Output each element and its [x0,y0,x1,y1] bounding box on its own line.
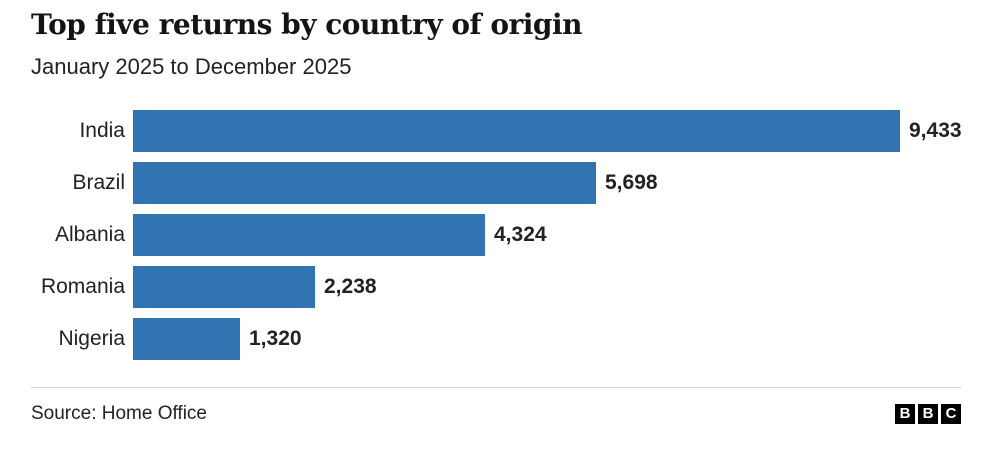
bar [133,318,240,360]
bar [133,214,485,256]
chart-subtitle: January 2025 to December 2025 [31,54,352,79]
bbc-logo-block: C [941,404,961,424]
bar-value-label: 2,238 [324,275,377,298]
bar-row: Brazil 5,698 [31,162,961,204]
bar [133,266,315,308]
bar-chart: India 9,433 Brazil 5,698 Albania 4,324 Romania… [31,110,962,360]
chart-title: Top five returns by country of origin [31,8,582,41]
bbc-logo-block: B [895,404,915,424]
bar-category-label: Romania [40,275,125,298]
source-caption: Source: Home Office [31,403,208,424]
bar-value-label: 9,433 [909,119,962,142]
bbc-logo-block: B [918,404,938,424]
bar-category-label: Brazil [72,171,125,194]
bar-value-label: 1,320 [249,327,302,350]
bar-category-label: Nigeria [58,327,125,350]
bar-value-label: 4,324 [494,223,547,246]
bar-value-label: 5,698 [605,171,658,194]
bar-row: Nigeria 1,320 [31,318,961,360]
bar-category-label: India [79,119,125,142]
bar-category-label: Albania [54,223,125,246]
bar-row: India 9,433 [31,110,962,152]
bar [133,110,900,152]
bar-row: Romania 2,238 [31,266,961,308]
bar [133,162,596,204]
bar-row: Albania 4,324 [31,214,961,256]
